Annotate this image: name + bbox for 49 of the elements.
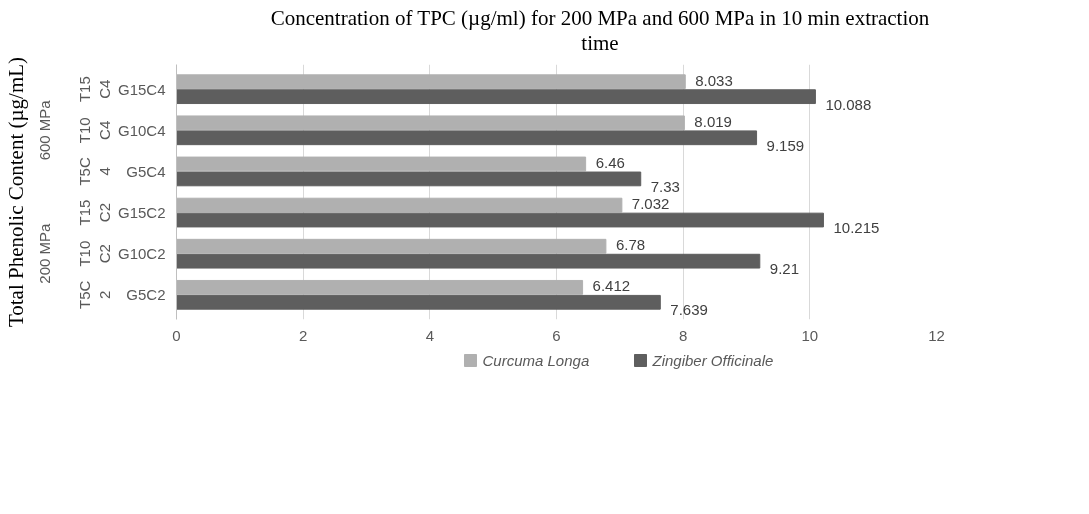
y-axis-title: Total Phenolic Content (µg/mL): [3, 57, 28, 328]
data-label: 8.019: [694, 113, 732, 131]
x-tick-label: 2: [299, 326, 308, 344]
bar: [176, 198, 623, 213]
bar: [176, 130, 758, 146]
data-label: 6.412: [592, 277, 631, 295]
y-tick-label: G10C2: [117, 245, 166, 263]
bar: [176, 156, 587, 172]
data-label: 6.46: [595, 154, 625, 172]
y-tick-label: G5C4: [126, 163, 166, 181]
bar: [176, 171, 642, 187]
legend-label: Zingiber Officinale: [651, 352, 774, 370]
bar: [176, 115, 685, 131]
text: T15 C2: [75, 200, 114, 226]
y-tick-label: G15C2: [117, 204, 166, 222]
chart-title: Concentration of TPC (µg/ml) for 200 MPa and 600 MPa in 10 min extraction time: [269, 6, 931, 57]
bar: [176, 295, 661, 311]
text: T10 C2: [75, 241, 114, 267]
data-label: 10.215: [833, 219, 880, 237]
bar: [176, 74, 686, 90]
bar: [176, 239, 607, 254]
data-label: 9.21: [769, 260, 799, 278]
text: T10 C4: [75, 117, 114, 144]
text: 600 MPa: [36, 100, 53, 161]
text: T5C 2: [75, 280, 114, 310]
data-label: 10.088: [825, 96, 872, 114]
x-tick-label: 6: [552, 326, 561, 344]
x-tick-label: 0: [172, 326, 181, 344]
bar: [176, 213, 824, 228]
data-label: 7.032: [631, 195, 670, 213]
x-tick-label: 4: [425, 326, 435, 344]
data-label: 6.78: [615, 236, 646, 254]
x-tick-label: 10: [801, 326, 819, 344]
bar: [176, 89, 816, 105]
bar: [176, 254, 761, 269]
legend-label: Curcuma Longa: [482, 352, 590, 370]
data-label: 9.159: [766, 137, 805, 155]
data-label: 7.33: [650, 178, 680, 196]
data-label: 8.033: [695, 72, 733, 90]
x-tick-label: 8: [679, 326, 688, 344]
y-tick-label: G5C2: [126, 286, 166, 304]
x-tick-label: 12: [928, 326, 945, 344]
text: 200 MPa: [36, 223, 53, 285]
text: T5C 4: [75, 157, 114, 186]
text: T15 C4: [75, 76, 114, 103]
bar: [176, 280, 584, 296]
data-label: 7.639: [670, 301, 708, 319]
y-tick-label: G10C4: [117, 122, 166, 140]
y-tick-label: G15C4: [117, 81, 166, 99]
